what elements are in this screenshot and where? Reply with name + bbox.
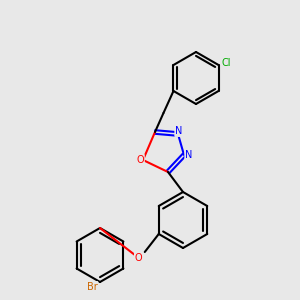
Text: N: N <box>185 150 193 160</box>
Text: N: N <box>175 126 183 136</box>
Text: Cl: Cl <box>222 58 231 68</box>
Text: O: O <box>136 155 144 165</box>
Text: Br: Br <box>87 282 98 292</box>
Text: O: O <box>135 253 142 263</box>
